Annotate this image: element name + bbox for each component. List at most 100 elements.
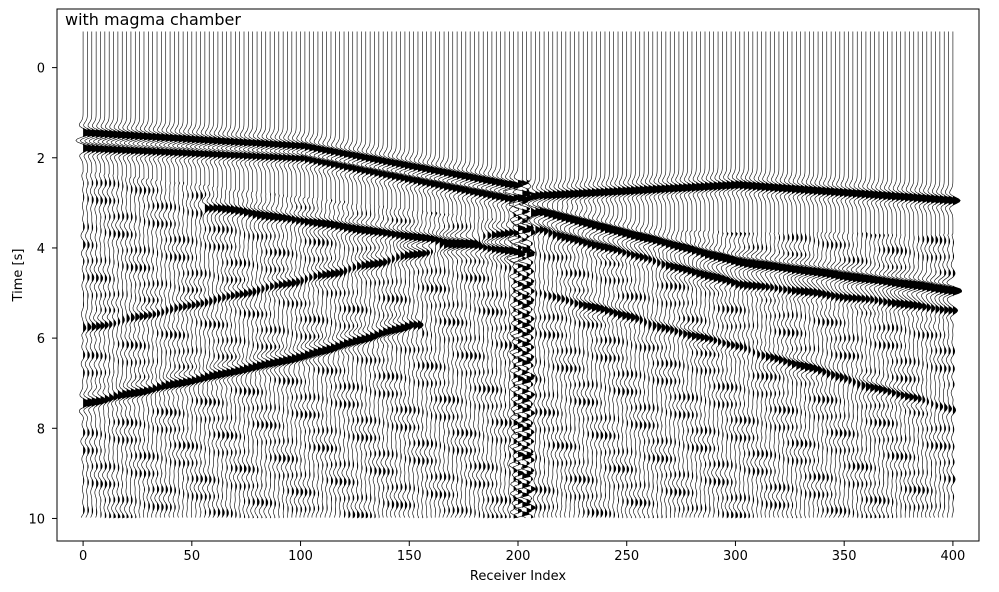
trace-line: [878, 31, 892, 518]
trace-line: [429, 31, 443, 518]
trace-line: [873, 31, 888, 518]
trace-line: [425, 31, 440, 518]
trace-line: [662, 31, 674, 518]
trace-fill: [257, 31, 265, 519]
trace-fill: [905, 31, 914, 519]
trace-line: [911, 31, 928, 518]
trace-line: [629, 31, 645, 518]
trace-fill: [752, 31, 762, 519]
trace-line: [167, 31, 183, 518]
trace-line: [347, 31, 361, 518]
x-tick-label: 250: [614, 549, 639, 564]
trace-line: [916, 31, 932, 518]
trace-line: [238, 31, 252, 518]
trace-line: [136, 31, 152, 518]
trace-line: [146, 31, 162, 518]
trace-line: [769, 31, 784, 518]
trace-line: [101, 31, 118, 518]
trace-line: [774, 31, 788, 518]
trace-line: [198, 31, 213, 518]
trace-line: [352, 31, 365, 518]
trace-line: [304, 31, 317, 518]
trace-fill: [143, 31, 152, 519]
trace-line: [163, 31, 178, 518]
trace-fill: [757, 31, 766, 519]
trace-fill: [378, 31, 387, 519]
trace-line: [617, 31, 632, 518]
trace-line: [504, 31, 523, 518]
trace-line: [683, 31, 696, 518]
trace-fill: [109, 31, 118, 519]
trace-line: [517, 31, 536, 518]
trace-line: [555, 31, 571, 518]
trace-line: [75, 31, 92, 518]
trace-line: [946, 31, 962, 518]
trace-fill: [113, 31, 122, 519]
trace-line: [450, 31, 467, 518]
trace-fill: [230, 31, 239, 519]
y-tick-label: 4: [37, 242, 45, 257]
trace-line: [860, 31, 875, 518]
trace-fill: [383, 31, 391, 519]
trace-line: [395, 31, 409, 518]
x-tick-label: 400: [940, 549, 965, 564]
trace-fill: [152, 31, 161, 519]
trace-fill: [161, 31, 170, 519]
trace-fill: [518, 31, 527, 519]
trace-line: [906, 31, 923, 518]
trace-fill: [326, 31, 334, 519]
trace-fill: [391, 31, 400, 519]
trace-line: [942, 31, 958, 518]
trace-line: [251, 31, 265, 518]
trace-line: [296, 31, 308, 518]
trace-line: [181, 31, 196, 518]
x-tick-label: 100: [288, 549, 313, 564]
trace-line: [480, 31, 496, 518]
trace-line: [468, 31, 483, 518]
trace-line: [459, 31, 475, 518]
trace-line: [472, 31, 487, 518]
trace-line: [593, 31, 610, 518]
trace-line: [399, 31, 413, 518]
x-axis-ticks: 0 50 100 150 200 250 300 350 400: [79, 541, 965, 564]
trace-line: [115, 31, 131, 518]
trace-fill: [526, 31, 536, 519]
trace-line: [755, 31, 771, 518]
trace-line: [634, 31, 649, 518]
y-axis-label: Time [s]: [11, 249, 26, 303]
trace-line: [278, 31, 291, 518]
trace-fill: [313, 31, 322, 519]
trace-line: [234, 31, 248, 518]
trace-line: [925, 31, 941, 518]
trace-line: [185, 31, 200, 518]
trace-line: [502, 31, 518, 518]
trace-line: [84, 31, 100, 518]
trace-fill: [835, 31, 845, 519]
trace-fill: [626, 31, 636, 519]
trace-line: [568, 31, 584, 518]
x-tick-label: 300: [723, 549, 748, 564]
trace-line: [643, 31, 658, 518]
trace-line: [260, 31, 274, 518]
trace-fill: [765, 31, 775, 519]
trace-line: [309, 31, 322, 518]
trace-line: [403, 31, 417, 518]
trace-fill: [513, 31, 523, 519]
trace-line: [489, 31, 505, 518]
trace-line: [189, 31, 204, 518]
trace-fill: [239, 31, 248, 519]
trace-line: [855, 31, 871, 518]
trace-line: [585, 31, 601, 518]
trace-line: [725, 31, 741, 518]
trace-fill: [631, 31, 640, 519]
trace-line: [411, 31, 426, 518]
trace-line: [378, 31, 391, 518]
trace-line: [612, 31, 628, 518]
trace-line: [522, 31, 541, 518]
trace-line: [493, 31, 509, 518]
trace-line: [720, 31, 736, 518]
trace-line: [864, 31, 880, 518]
wiggle-traces: [75, 31, 962, 519]
trace-line: [420, 31, 435, 518]
trace-line: [381, 31, 396, 518]
